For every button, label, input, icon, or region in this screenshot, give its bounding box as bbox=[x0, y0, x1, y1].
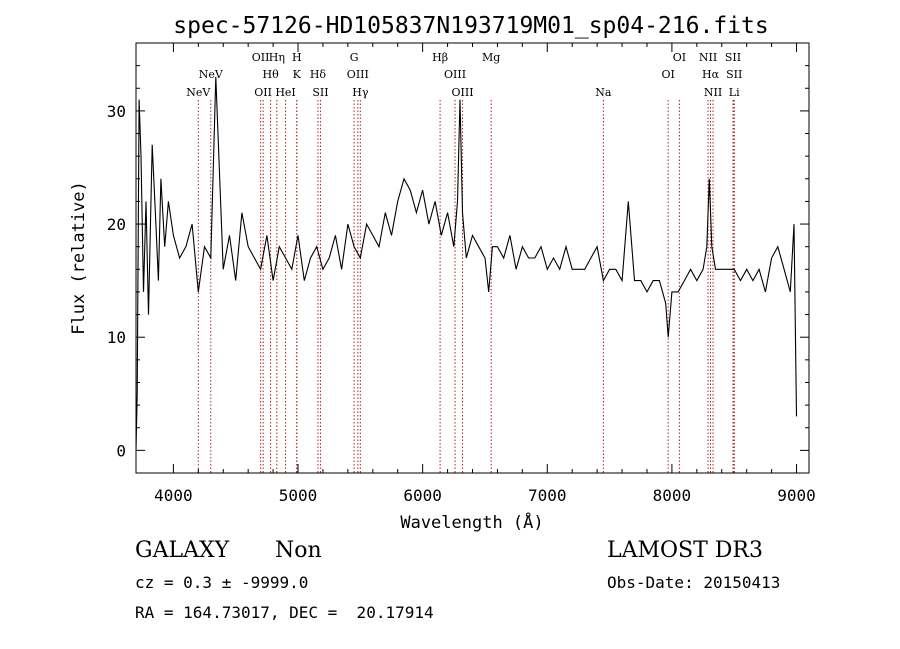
line-label: OI bbox=[673, 51, 686, 64]
line-label: Hη bbox=[269, 51, 285, 64]
chart-title: spec-57126-HD105837N193719M01_sp04-216.f… bbox=[173, 13, 768, 39]
axes: 4000 5000 6000 7000 8000 9000 0 10 20 30 bbox=[107, 43, 816, 505]
coordinates: RA = 164.73017, DEC = 20.17914 bbox=[135, 603, 434, 622]
line-label: NII bbox=[699, 51, 717, 64]
line-label: NII bbox=[704, 86, 722, 99]
line-label: OI bbox=[661, 68, 674, 81]
emission-line-labels: NeV NeV OII OII Hθ Hη HeI HK Hδ SII G OIII Hγ Hβ OIII O… bbox=[186, 51, 742, 99]
line-label: HeI bbox=[275, 86, 295, 99]
line-label: Mg bbox=[482, 51, 500, 64]
y-tick-label: 30 bbox=[107, 102, 126, 121]
line-label: K bbox=[293, 68, 302, 81]
y-axis-label: Flux (relative) bbox=[69, 181, 89, 335]
y-tick-label: 10 bbox=[107, 328, 126, 347]
x-tick-label: 4000 bbox=[154, 486, 193, 505]
object-subclass: Non bbox=[275, 538, 322, 563]
line-label: NeV bbox=[199, 68, 224, 81]
line-label: OIII bbox=[347, 68, 369, 81]
line-label: SII bbox=[312, 86, 328, 99]
line-label: NeV bbox=[186, 86, 211, 99]
x-tick-label: 7000 bbox=[528, 486, 567, 505]
line-label: Na bbox=[595, 86, 612, 99]
x-tick-label: 6000 bbox=[403, 486, 442, 505]
x-axis-label: Wavelength (Å) bbox=[400, 511, 543, 533]
spectrum-line bbox=[135, 76, 798, 451]
line-label: OIII bbox=[451, 86, 473, 99]
line-label: SII bbox=[725, 51, 741, 64]
line-label: OIII bbox=[444, 68, 466, 81]
line-label: SII bbox=[726, 68, 742, 81]
line-label: OII bbox=[254, 86, 272, 99]
y-tick-label: 0 bbox=[116, 441, 126, 460]
x-tick-label: 9000 bbox=[777, 486, 816, 505]
redshift-cz: cz = 0.3 ± -9999.0 bbox=[135, 573, 309, 592]
line-label: OII bbox=[252, 51, 270, 64]
observation-date: Obs-Date: 20150413 bbox=[607, 573, 781, 592]
line-label: Hγ bbox=[352, 86, 369, 99]
line-label: Hθ bbox=[262, 68, 279, 81]
line-label: Hδ bbox=[310, 68, 327, 81]
line-label: G bbox=[350, 51, 359, 64]
x-tick-label: 8000 bbox=[653, 486, 692, 505]
line-label: Li bbox=[729, 86, 740, 99]
emission-line-markers bbox=[197, 100, 735, 473]
line-label: H bbox=[292, 51, 302, 64]
y-tick-label: 20 bbox=[107, 215, 126, 234]
line-label: Hβ bbox=[432, 51, 448, 64]
x-tick-label: 5000 bbox=[279, 486, 318, 505]
line-label: Hα bbox=[702, 68, 720, 81]
survey-name: LAMOST DR3 bbox=[607, 538, 763, 563]
object-class: GALAXY bbox=[135, 538, 230, 563]
